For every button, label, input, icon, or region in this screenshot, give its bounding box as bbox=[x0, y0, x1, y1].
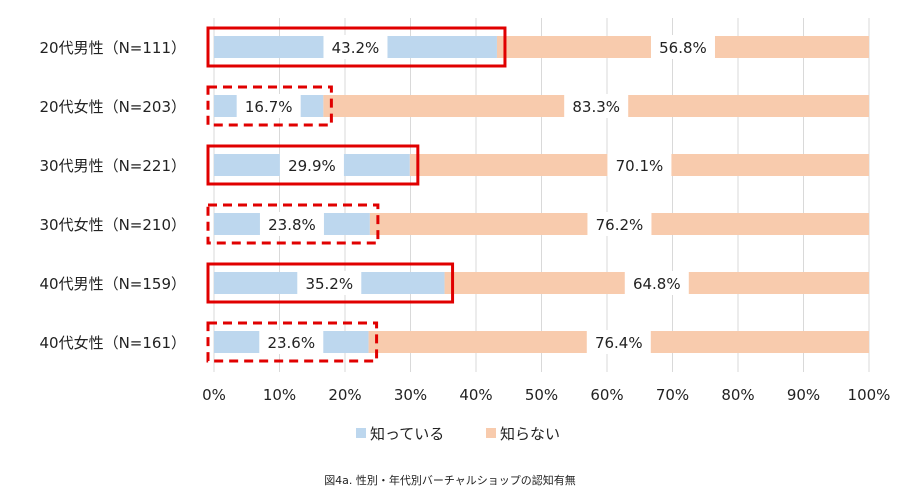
data-label: 56.8% bbox=[659, 39, 707, 57]
x-tick-label: 100% bbox=[848, 386, 891, 404]
legend-swatch bbox=[486, 428, 496, 438]
x-tick-label: 40% bbox=[459, 386, 492, 404]
data-label-background bbox=[607, 153, 672, 177]
highlight-box bbox=[206, 85, 333, 127]
category-label: 20代女性（N=203） bbox=[39, 98, 186, 116]
x-tick-label: 0% bbox=[202, 386, 226, 404]
data-label-background bbox=[297, 271, 362, 295]
data-label: 83.3% bbox=[572, 98, 620, 116]
data-label: 23.8% bbox=[268, 216, 316, 234]
x-tick-label: 80% bbox=[721, 386, 754, 404]
legend-label: 知っている bbox=[370, 425, 444, 443]
data-label-background bbox=[323, 35, 388, 59]
x-tick-label: 90% bbox=[787, 386, 820, 404]
x-tick-label: 50% bbox=[525, 386, 558, 404]
data-label: 76.2% bbox=[596, 216, 644, 234]
category-label: 30代女性（N=210） bbox=[39, 216, 186, 234]
data-label-background bbox=[259, 212, 324, 236]
data-label-background bbox=[587, 212, 652, 236]
data-label: 76.4% bbox=[595, 334, 643, 352]
highlight-box bbox=[206, 262, 455, 304]
data-label-background bbox=[650, 35, 715, 59]
category-label: 20代男性（N=111） bbox=[39, 39, 186, 57]
legend-swatch bbox=[356, 428, 366, 438]
data-label: 23.6% bbox=[267, 334, 315, 352]
data-label-background bbox=[586, 330, 651, 354]
highlight-box bbox=[206, 203, 380, 245]
x-tick-label: 60% bbox=[590, 386, 623, 404]
data-label-background bbox=[279, 153, 344, 177]
x-tick-label: 70% bbox=[656, 386, 689, 404]
x-tick-label: 10% bbox=[263, 386, 296, 404]
data-label: 35.2% bbox=[305, 275, 353, 293]
figure-caption: 図4a. 性別・年代別バーチャルショップの認知有無 bbox=[324, 473, 576, 487]
data-label: 16.7% bbox=[245, 98, 293, 116]
data-label: 43.2% bbox=[332, 39, 380, 57]
highlight-box bbox=[206, 321, 379, 363]
data-label: 64.8% bbox=[633, 275, 681, 293]
x-tick-label: 20% bbox=[328, 386, 361, 404]
data-label-background bbox=[236, 94, 301, 118]
highlight-box bbox=[206, 144, 420, 186]
category-label: 40代男性（N=159） bbox=[39, 275, 186, 293]
category-label: 30代男性（N=221） bbox=[39, 157, 186, 175]
category-label: 40代女性（N=161） bbox=[39, 334, 186, 352]
legend-label: 知らない bbox=[500, 425, 560, 443]
x-tick-label: 30% bbox=[394, 386, 427, 404]
data-label-background bbox=[259, 330, 324, 354]
data-label-background bbox=[564, 94, 629, 118]
data-label-background bbox=[624, 271, 689, 295]
data-label: 70.1% bbox=[616, 157, 664, 175]
highlight-box bbox=[206, 26, 507, 68]
data-label: 29.9% bbox=[288, 157, 336, 175]
